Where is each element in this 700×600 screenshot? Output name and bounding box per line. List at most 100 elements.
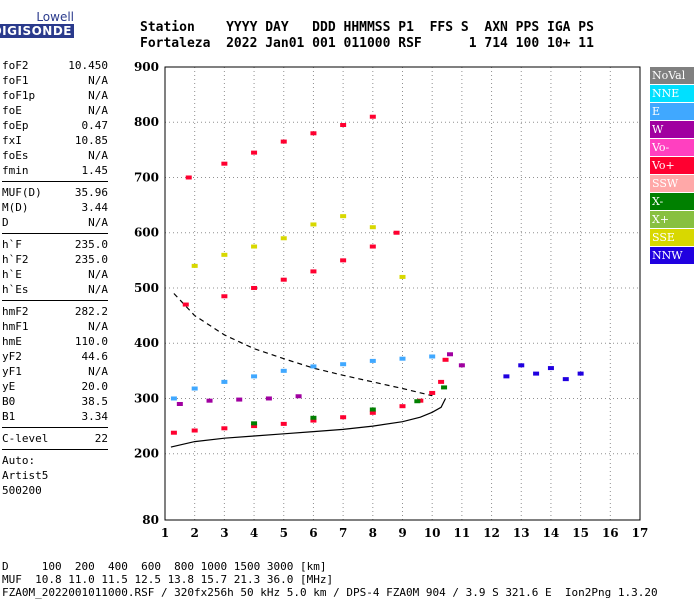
echo-point	[280, 368, 287, 373]
echo-point	[369, 225, 376, 230]
curve-MUF	[173, 293, 433, 397]
legend-entry: E	[650, 103, 694, 120]
x-tick-label: 11	[454, 526, 471, 540]
param-label: foF1p	[2, 89, 36, 102]
param-row: hmF2 282.2	[2, 304, 108, 319]
logo-line2: DIGISONDE	[0, 24, 74, 38]
param-value: N/A	[88, 320, 108, 333]
echo-point	[340, 258, 347, 263]
echo-point	[206, 398, 213, 403]
param-label: h`Es	[2, 283, 29, 296]
param-row: foF2 10.450	[2, 58, 108, 73]
echo-point	[399, 356, 406, 361]
param-row: h`E N/A	[2, 267, 108, 282]
param-label: h`E	[2, 268, 22, 281]
logo-line1: Lowell	[36, 10, 74, 24]
echo-point	[547, 366, 554, 371]
echo-point	[221, 294, 228, 299]
x-tick-label: 14	[543, 526, 560, 540]
echo-point	[577, 371, 584, 376]
legend-entry: W	[650, 121, 694, 138]
param-label: B1	[2, 410, 16, 423]
param-value: N/A	[88, 283, 108, 296]
param-label: fxI	[2, 134, 22, 147]
param-value: N/A	[88, 149, 108, 162]
echo-point	[429, 390, 436, 395]
x-tick-label: 3	[220, 526, 228, 540]
param-row: D N/A	[2, 215, 108, 230]
param-row: fxI 10.85	[2, 133, 108, 148]
echo-point	[251, 150, 258, 155]
x-tick-label: 9	[398, 526, 406, 540]
param-separator	[2, 300, 108, 301]
param-value: 282.2	[74, 305, 108, 318]
echo-point	[369, 407, 376, 412]
param-label: foF1	[2, 74, 29, 87]
echo-point	[518, 363, 525, 368]
x-tick-label: 12	[483, 526, 500, 540]
station-header: Station YYYY DAY DDD HHMMSS P1 FFS S AXN…	[140, 20, 594, 52]
param-row: C-level 22	[2, 431, 108, 446]
echo-point	[251, 424, 258, 429]
echo-point	[429, 354, 436, 359]
echo-point	[280, 139, 287, 144]
param-label: fmin	[2, 164, 29, 177]
autoscale-line1: Auto:	[2, 454, 36, 467]
echo-point	[310, 269, 317, 274]
x-tick-label: 16	[602, 526, 619, 540]
param-value: 10.85	[74, 134, 108, 147]
param-value: N/A	[88, 216, 108, 229]
header-line1: Station YYYY DAY DDD HHMMSS P1 FFS S AXN…	[140, 20, 594, 35]
footer-file-info: FZA0M_2022001011000.RSF / 320fx256h 50 k…	[2, 586, 658, 599]
echo-point	[182, 302, 189, 307]
echo-point	[399, 404, 406, 409]
param-value: 22	[94, 432, 108, 445]
echo-point	[393, 230, 400, 235]
echo-point	[438, 379, 445, 384]
echo-point	[251, 244, 258, 249]
param-row: h`Es N/A	[2, 282, 108, 297]
legend-entry: Vo+	[650, 157, 694, 174]
echo-point	[369, 358, 376, 363]
footer: D 100 200 400 600 800 1000 1500 3000 [km…	[2, 560, 658, 599]
echo-point	[191, 386, 198, 391]
echo-point	[185, 175, 192, 180]
y-tick-label: 400	[134, 336, 159, 350]
x-tick-label: 8	[369, 526, 377, 540]
x-tick-label: 1	[161, 526, 169, 540]
param-row: foF1p N/A	[2, 88, 108, 103]
echo-point	[251, 374, 258, 379]
param-label: h`F2	[2, 253, 29, 266]
param-value: N/A	[88, 365, 108, 378]
echo-point	[340, 214, 347, 219]
y-tick-label: 800	[134, 115, 159, 129]
echo-point	[191, 428, 198, 433]
legend-entry: NoVal	[650, 67, 694, 84]
echo-point	[369, 410, 376, 415]
echo-point	[399, 274, 406, 279]
param-label: D	[2, 216, 9, 229]
param-row: foE N/A	[2, 103, 108, 118]
x-tick-label: 15	[572, 526, 589, 540]
param-row: B1 3.34	[2, 409, 108, 424]
echo-point	[441, 385, 448, 390]
echo-point	[340, 123, 347, 128]
legend-entry: NNE	[650, 85, 694, 102]
header-line2: Fortaleza 2022 Jan01 001 011000 RSF 1 71…	[140, 36, 594, 51]
legend-entry: Vo-	[650, 139, 694, 156]
echo-point	[310, 415, 317, 420]
echo-point	[295, 394, 302, 399]
param-row: yF2 44.6	[2, 349, 108, 364]
y-tick-label: 700	[134, 170, 159, 184]
legend-entry: NNW	[650, 247, 694, 264]
param-row: hmE 110.0	[2, 334, 108, 349]
echo-point	[503, 374, 510, 379]
param-label: yE	[2, 380, 16, 393]
param-label: h`F	[2, 238, 22, 251]
param-label: hmE	[2, 335, 22, 348]
echo-point	[251, 421, 258, 426]
footer-distance-row: D 100 200 400 600 800 1000 1500 3000 [km…	[2, 560, 327, 573]
y-tick-label: 500	[134, 281, 159, 295]
param-label: hmF2	[2, 305, 29, 318]
echo-point	[280, 277, 287, 282]
